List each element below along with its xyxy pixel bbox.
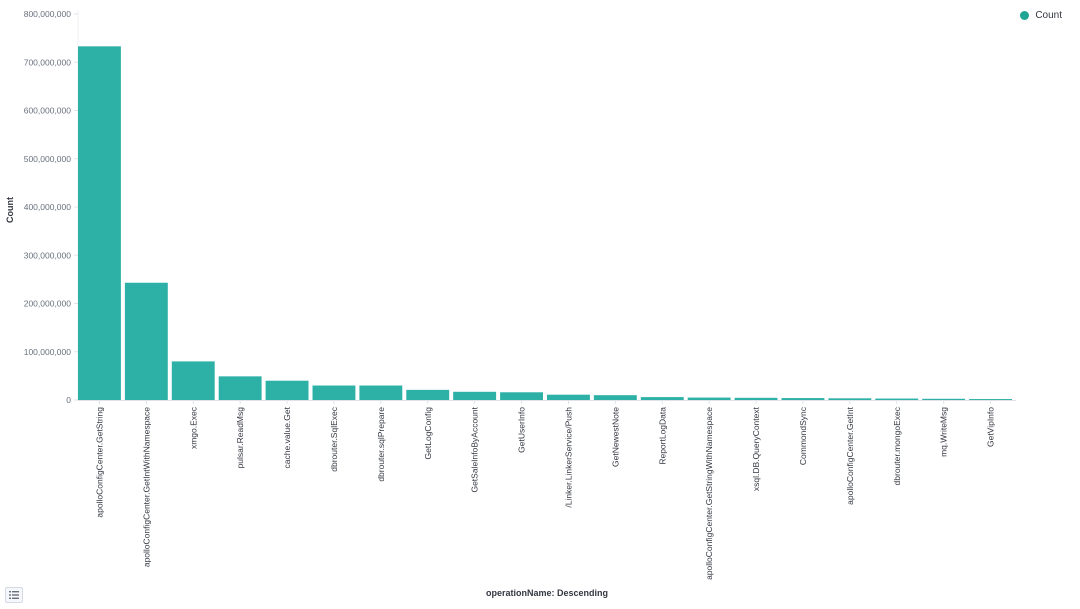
y-tick-label: 200,000,000	[24, 299, 72, 309]
x-tick-label: apolloConfigCenter.GetString	[94, 407, 104, 518]
x-tick-label: GetVipInfo	[986, 407, 996, 447]
legend-item-count[interactable]: Count	[1020, 10, 1062, 21]
bar[interactable]	[78, 46, 121, 400]
x-tick-label: GetUserInfo	[517, 407, 527, 453]
x-tick-label: xmgo.Exec	[188, 406, 198, 449]
y-tick-label: 500,000,000	[24, 154, 72, 164]
x-tick-label: GetLogConfig	[423, 407, 433, 460]
x-axis-title: operationName: Descending	[486, 588, 608, 598]
bar[interactable]	[453, 391, 497, 400]
x-tick-label: pulsar.ReadMsg	[235, 407, 245, 469]
list-icon	[9, 586, 19, 604]
bar[interactable]	[828, 398, 872, 400]
y-axis-title: Count	[5, 197, 15, 223]
x-tick-label: apolloConfigCenter.GetStringWithNamespac…	[704, 407, 714, 580]
bars	[78, 46, 1012, 401]
bar[interactable]	[922, 398, 966, 401]
bar[interactable]	[171, 361, 215, 400]
x-tick-label: cache.value.Get	[282, 406, 292, 468]
y-tick-label: 0	[66, 395, 71, 405]
bar[interactable]	[359, 385, 403, 400]
bar[interactable]	[124, 282, 168, 400]
bar[interactable]	[640, 397, 684, 400]
x-tick-label: apolloConfigCenter.GetIntWithNamespace	[141, 407, 151, 567]
bar[interactable]	[969, 399, 1012, 401]
y-tick-label: 400,000,000	[24, 202, 72, 212]
y-tick-label: 600,000,000	[24, 106, 72, 116]
bar[interactable]	[781, 398, 825, 400]
x-tick-label: CommondSync	[798, 406, 808, 465]
x-tick-label: /Linker.LinkerService/Push	[563, 407, 573, 508]
x-tick-label: xsql.DB.QueryContext	[751, 406, 761, 491]
x-tick-label: dbrouter.mongoExec	[892, 406, 902, 485]
bar[interactable]	[547, 394, 590, 400]
legend-toggle-button[interactable]	[5, 587, 23, 603]
y-tick-label: 700,000,000	[24, 57, 72, 67]
bar[interactable]	[593, 395, 637, 400]
x-tick-label: mq.WriteMsg	[939, 407, 949, 457]
y-tick-label: 300,000,000	[24, 250, 72, 260]
legend-label: Count	[1035, 10, 1062, 21]
bar[interactable]	[687, 397, 731, 400]
x-tick-label: ReportLogData	[657, 407, 667, 465]
bar[interactable]	[500, 392, 543, 400]
x-tick-label: apolloConfigCenter.GetInt	[845, 406, 855, 504]
x-tick-label: dbrouter.sqlPrepare	[376, 407, 386, 482]
y-tick-label: 800,000,000	[24, 9, 72, 19]
y-axis: 0 100,000,000 200,000,000 300,000,000 400,00…	[24, 9, 79, 405]
bar[interactable]	[875, 398, 919, 401]
x-tick-label: dbrouter.SqlExec	[329, 406, 339, 471]
bar[interactable]	[406, 389, 450, 400]
bar[interactable]	[312, 385, 356, 400]
bar[interactable]	[265, 380, 309, 400]
bar[interactable]	[734, 397, 778, 400]
x-tick-label: GetSaleInfoByAccount	[470, 406, 480, 492]
legend-color-dot	[1020, 11, 1030, 20]
x-axis: apolloConfigCenter.GetString apolloConfig…	[78, 400, 1016, 580]
x-tick-label: GetNewestNote	[610, 407, 620, 467]
bar[interactable]	[218, 376, 262, 400]
y-tick-label: 100,000,000	[24, 347, 72, 357]
